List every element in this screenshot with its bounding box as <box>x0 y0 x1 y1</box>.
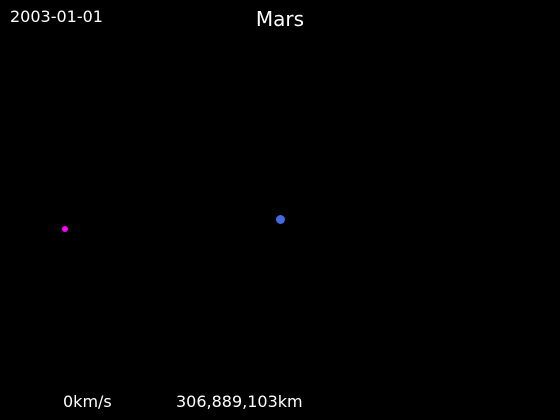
spacecraft-marker-icon <box>62 226 68 232</box>
distance-readout: 306,889,103km <box>176 392 303 411</box>
target-body-title: Mars <box>255 7 305 31</box>
date-label: 2003-01-01 <box>10 7 103 26</box>
speed-readout: 0km/s <box>63 392 112 411</box>
mars-planet-marker-icon <box>276 215 285 224</box>
